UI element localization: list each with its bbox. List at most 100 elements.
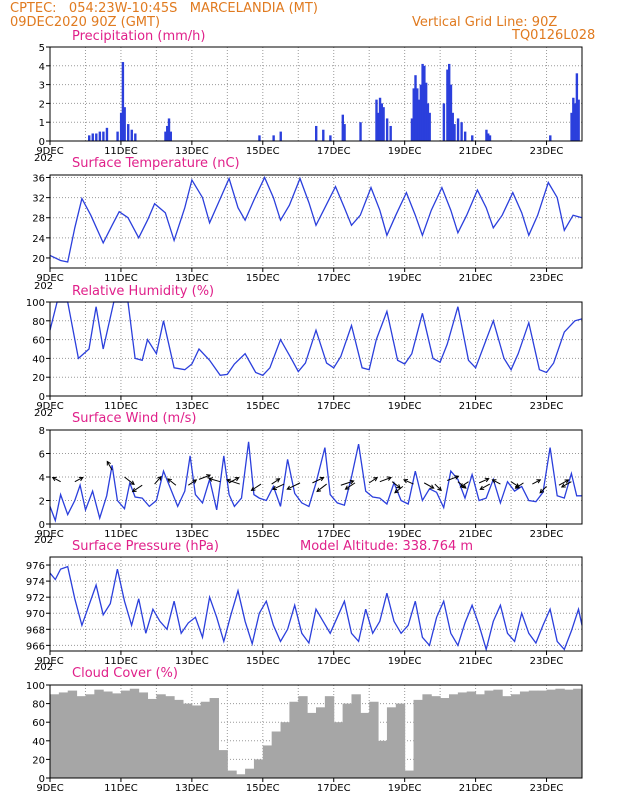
x-tick-label-wind: 9DEC [36,529,63,540]
y-tick-label-humidity: 0 [39,392,45,403]
cloud-cover-bar [546,689,556,778]
cloud-cover-bar [404,770,415,778]
wind-arrow [514,482,524,489]
panel-frame-cloud [49,684,583,779]
wind-arrow [434,483,442,492]
precip-bar [119,112,123,141]
precip-bar [460,122,463,141]
precip-bar [549,135,552,141]
wind-arrow [312,476,325,484]
cloud-cover-bar [236,774,246,778]
cloud-cover-bar [484,690,494,778]
y-tick-label-precip: 3 [39,81,45,92]
cloud-cover-bar [386,707,397,778]
cloud-cover-bar [289,701,299,778]
x-tick-label-wind: 19DEC [388,529,422,540]
cloud-cover-bar [76,696,86,778]
precip-bar [315,125,318,141]
y-tick-label-precip: 4 [39,62,45,73]
cloud-cover-bar [67,690,78,778]
precip-bar [412,88,415,141]
wind-arrow [208,477,221,483]
y-tick-label-precip: 1 [39,118,45,129]
cloud-cover-bar [245,768,255,778]
cloud-cover-bar [307,712,317,778]
panel-frame-precip [49,46,583,142]
precip-bar [123,107,126,141]
panel-title-cloud-cover: Cloud Cover (%) [72,666,178,681]
header-date: 09DEC2020 90Z (GMT) [10,15,161,30]
precip-bar [98,131,102,141]
humidity-line [49,301,583,377]
precip-bar [577,99,580,141]
y-tick-label-cloud: 20 [32,755,45,766]
precip-bar [329,135,332,141]
x-tick-label-humidity: 9DEC [36,401,63,412]
y-tick-label-pressure: 970 [26,609,45,620]
x-year-label-temp: 202 [34,281,53,292]
precip-bar [416,88,419,141]
cloud-cover-bar [209,698,219,778]
precip-bar [463,131,467,141]
precip-bar [419,84,423,141]
precip-bar [116,131,119,141]
cloud-cover-bar [94,689,104,778]
cloud-cover-bar [324,696,335,778]
x-tick-label-temp: 11DEC [104,273,138,284]
cloud-cover-bar [502,696,512,778]
wind-arrow [167,478,177,486]
precip-bar [573,103,577,141]
precip-bar [341,114,344,141]
cloud-cover-bar [378,740,388,778]
cloud-cover-bar [227,770,237,778]
x-tick-label-wind: 17DEC [317,529,351,540]
panel-frame-humidity [49,301,583,397]
wind-arrow [188,479,198,486]
wind-arrow [344,482,356,490]
precip-bar [446,69,449,141]
precip-bar [272,135,275,141]
precip-bar [105,127,109,141]
cloud-cover-bar [85,694,95,778]
header-run-code: TQ0126L028 [512,28,596,43]
y-tick-label-precip: 2 [39,99,45,110]
x-tick-label-humidity: 21DEC [459,401,493,412]
x-tick-label-wind: 23DEC [530,529,564,540]
wind-arrow [478,477,490,484]
wind-arrow [51,476,61,483]
wind-arrow [286,482,301,490]
wind-arrow [106,460,113,471]
precip-bar [453,124,456,141]
model-altitude: Model Altitude: 338.764 m [300,539,474,554]
precip-bar [451,112,454,141]
x-tick-label-pressure: 9DEC [36,656,63,667]
cloud-cover-bar [449,694,459,778]
wind-arrow [447,475,460,481]
precip-bar [449,84,453,141]
cloud-cover-bar [138,692,149,778]
precip-bar [572,97,575,141]
cloud-cover-bar [422,694,432,778]
panel-wind: 0 2 4 6 8 9DEC 11DEC 13DEC 15DEC 17DEC 19DEC 21DEC 2… [34,426,583,546]
wind-arrow [340,479,355,486]
cloud-cover-bar [174,699,184,778]
wind-arrow [379,476,392,483]
x-tick-label-pressure: 17DEC [317,656,351,667]
wind-arrow [271,483,285,491]
precip-bar [166,125,169,141]
y-tick-label-pressure: 966 [26,641,45,652]
precip-bar [442,103,446,141]
x-tick-label-humidity: 17DEC [317,401,351,412]
precip-bar [377,112,380,141]
cloud-cover-bar [457,692,468,778]
precip-bar [485,129,488,141]
x-tick-label-humidity: 13DEC [175,401,209,412]
precip-bar [378,97,382,141]
wind-arrow [539,486,547,494]
cloud-cover-bar [183,703,193,778]
precip-bar [343,124,346,141]
y-tick-label-humidity: 100 [26,298,45,309]
cloud-cover-bar [271,731,282,778]
y-tick-label-pressure: 968 [26,625,45,636]
cloud-cover-bar [493,689,503,778]
